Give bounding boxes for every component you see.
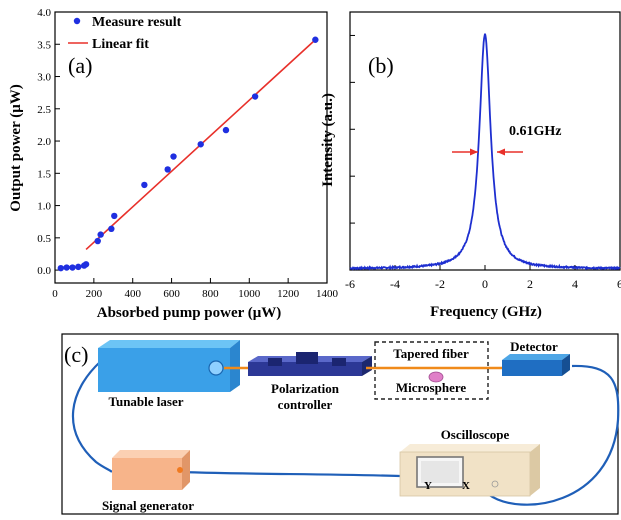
panel-c-label: (c) (64, 342, 88, 367)
panel-a-y-tick-label: 0.0 (37, 265, 51, 277)
signal-generator (112, 450, 190, 490)
panel-b-x-tick-label: 2 (527, 277, 533, 291)
tunable-laser-label: Tunable laser (108, 394, 183, 409)
panel-a-y-tick-label: 0.5 (37, 233, 51, 245)
panel-b-x-tick-label: 4 (572, 277, 578, 291)
panel-b-frame (349, 11, 621, 271)
panel-a-y-tick-label: 2.0 (37, 136, 51, 148)
measure-point (141, 181, 148, 189)
port-y-label: Y (424, 480, 432, 492)
measure-point (164, 166, 171, 173)
panel-a-x-tick-label: 1200 (277, 288, 300, 300)
panel-b-x-tick-label: 0 (482, 277, 488, 291)
measure-point (312, 36, 319, 43)
tunable-laser (98, 340, 240, 392)
oscilloscope-label: Oscilloscope (441, 427, 510, 442)
measure-points (57, 36, 319, 272)
legend-fit-label: Linear fit (92, 37, 149, 52)
panel-a-y-tick-label: 3.5 (37, 39, 51, 51)
panel-a-chart: 0.0 0.5 1.0 1.5 2.0 2.5 3.0 3.5 4.0 0 200 400 600 80… (8, 7, 339, 321)
measure-point (69, 264, 76, 271)
microsphere (428, 371, 444, 383)
panel-a-x-tick-label: 0 (52, 288, 58, 300)
panel-a-x-tick-label: 400 (124, 288, 141, 300)
panel-a-y-tick-label: 1.0 (37, 201, 51, 213)
legend-measure-marker (73, 17, 81, 25)
panel-a-x-axis-label: Absorbed pump power (μW) (97, 305, 282, 321)
measure-point (63, 264, 70, 271)
panel-b-chart: -6 -4 -2 0 2 4 6 (b) 0.61GHz Frequency (GHz) I… (320, 11, 621, 320)
panel-b-y-ticks (350, 34, 355, 224)
polarization-label-2: controller (278, 397, 333, 412)
panel-b-x-ticks: -6 -4 -2 0 2 4 6 (345, 265, 621, 291)
tapered-fiber-box (374, 341, 489, 400)
panel-a-x-ticks: 0 200 400 600 800 1000 1200 1400 (52, 278, 339, 300)
microsphere-label: Microsphere (396, 380, 467, 395)
measure-point (82, 261, 90, 268)
measure-point (251, 93, 259, 100)
panel-a-y-ticks: 0.0 0.5 1.0 1.5 2.0 2.5 3.0 3.5 4.0 (37, 7, 60, 277)
measure-point (108, 225, 115, 232)
measure-point (57, 264, 65, 272)
panel-a-y-tick-label: 1.5 (37, 168, 51, 180)
panel-b-label: (b) (368, 53, 394, 78)
panel-a-x-tick-label: 1000 (238, 288, 261, 300)
panel-b-x-tick-label: -2 (435, 277, 445, 291)
measure-point (111, 212, 118, 220)
panel-a-label: (a) (68, 53, 92, 78)
measure-point (97, 231, 104, 238)
fwhm-annotation: 0.61GHz (509, 124, 562, 139)
fwhm-arrows (452, 148, 523, 156)
panel-a-x-tick-label: 600 (163, 288, 180, 300)
measure-point (94, 237, 101, 245)
panel-a-frame (54, 11, 328, 284)
panel-b-y-axis-label: Intensity (a.u.) (320, 93, 336, 187)
measure-point (222, 126, 230, 134)
measure-point (197, 141, 204, 148)
panel-a-x-tick-label: 200 (86, 288, 103, 300)
polarization-controller (248, 352, 372, 376)
panel-a-x-tick-label: 800 (202, 288, 219, 300)
oscilloscope (399, 444, 540, 497)
panel-a-y-axis-label: Output power (μW) (8, 84, 24, 211)
panel-b-x-tick-label: -4 (390, 277, 400, 291)
panel-b-x-tick-label: -6 (345, 277, 355, 291)
panel-b-x-axis-label: Frequency (GHz) (430, 304, 542, 320)
legend-measure-label: Measure result (92, 15, 182, 30)
detector-label: Detector (510, 339, 558, 354)
panel-a-y-tick-label: 2.5 (37, 104, 51, 116)
detector (502, 354, 570, 376)
tapered-fiber-label: Tapered fiber (393, 346, 469, 361)
panel-a-x-tick-label: 1400 (316, 288, 339, 300)
panel-b-x-tick-label: 6 (617, 277, 621, 291)
signal-generator-label: Signal generator (102, 498, 194, 513)
panel-a-y-tick-label: 3.0 (37, 72, 51, 84)
port-x-label: X (462, 480, 470, 492)
measure-point (75, 263, 82, 271)
spectrum-line (349, 33, 621, 271)
panel-a-y-tick-label: 4.0 (37, 7, 51, 19)
polarization-label-1: Polarization (271, 381, 340, 396)
measure-point (170, 153, 177, 160)
panel-c-setup-diagram: (c) Tunable laser Polarization control (61, 333, 620, 515)
